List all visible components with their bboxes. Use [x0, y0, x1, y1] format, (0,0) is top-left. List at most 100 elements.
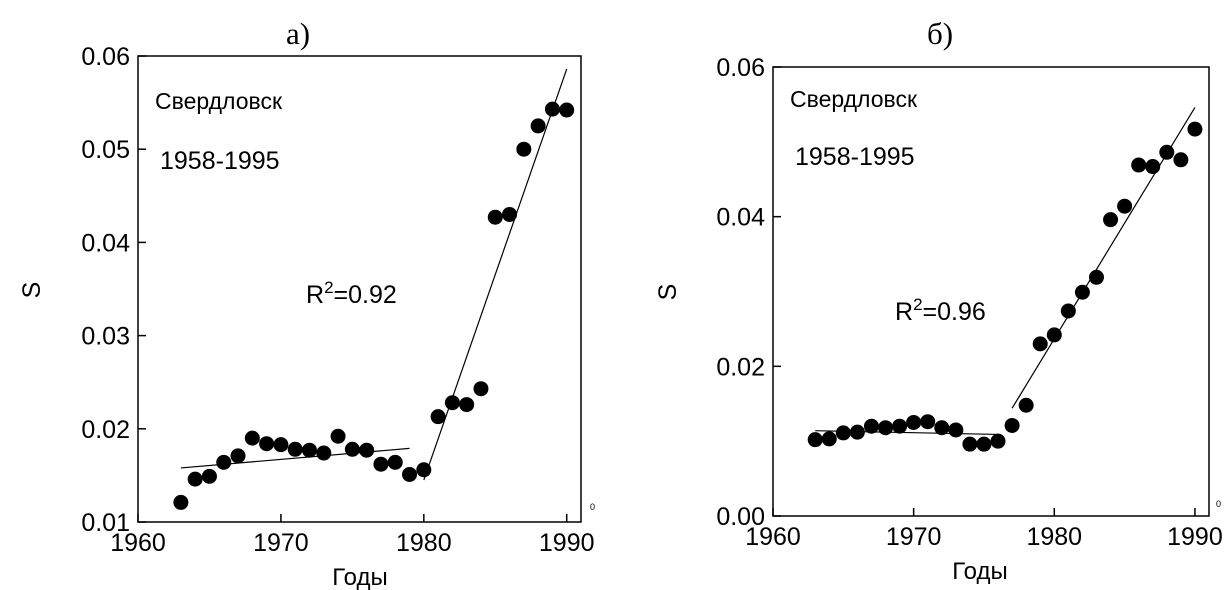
panel-label: а): [286, 16, 310, 51]
data-point: [230, 448, 246, 464]
period-annotation: 1958-1995: [795, 143, 915, 171]
r-squared-value: =0.92: [334, 281, 397, 309]
y-tick-label: 0.04: [81, 229, 130, 257]
x-axis-label: Годы: [952, 558, 1007, 585]
corner-mark: 0: [1216, 499, 1221, 509]
data-point: [948, 422, 964, 438]
panel-label: б): [927, 16, 953, 51]
data-point: [459, 397, 475, 413]
data-point: [1159, 144, 1175, 160]
data-point: [1103, 212, 1119, 228]
chart-panel-a: а) 1960 1970 1980 1990 0.01 0.02 0.03 0.04 0.05 0.…: [18, 16, 595, 590]
data-point: [173, 494, 189, 510]
y-tick-label: 0.04: [716, 204, 765, 232]
data-point: [1074, 284, 1090, 300]
r-squared-superscript: 2: [324, 278, 333, 297]
y-tick-label: 0.02: [716, 353, 765, 381]
data-point: [259, 436, 275, 452]
x-tick-label: 1960: [110, 529, 166, 557]
data-point: [1173, 152, 1189, 168]
data-point: [1004, 417, 1020, 433]
x-tick-label: 1970: [253, 529, 309, 557]
r-squared-annotation: R2=0.96: [895, 295, 986, 326]
x-tick-label: 1990: [1167, 523, 1223, 551]
data-point: [962, 436, 978, 452]
data-point: [1145, 159, 1161, 175]
data-point: [1032, 336, 1048, 352]
data-point: [906, 414, 922, 430]
data-point: [530, 118, 546, 134]
x-tick-label: 1980: [1026, 523, 1082, 551]
data-point: [430, 409, 446, 425]
data-point: [502, 206, 518, 222]
data-point: [934, 420, 950, 436]
data-point: [1187, 121, 1203, 137]
data-point: [387, 454, 403, 470]
chart-panel-b: б) 1960 1970 1980 1990 0.00 0.02 0.04 0.06 Годы S С…: [654, 16, 1223, 585]
x-tick-label: 1960: [745, 523, 801, 551]
y-tick-label: 0.01: [81, 509, 130, 537]
data-point: [301, 442, 317, 458]
data-point: [1117, 198, 1133, 214]
y-axis-label: S: [18, 282, 46, 299]
data-point: [344, 441, 360, 457]
city-annotation: Свердловск: [790, 86, 918, 112]
x-axis-label: Годы: [332, 564, 387, 590]
data-point: [244, 430, 260, 446]
data-point: [201, 468, 217, 484]
x-tick-label: 1980: [396, 529, 452, 557]
data-point: [990, 433, 1006, 449]
data-point: [216, 454, 232, 470]
y-tick-label: 0.00: [716, 503, 765, 531]
data-point: [849, 424, 865, 440]
data-point: [878, 420, 894, 436]
r-squared-annotation: R2=0.92: [306, 278, 397, 309]
y-tick-label: 0.06: [81, 43, 130, 71]
city-annotation: Свердловск: [155, 88, 283, 114]
data-point: [330, 428, 346, 444]
y-tick-label: 0.05: [81, 136, 130, 164]
data-point: [444, 395, 460, 411]
r-squared-value: =0.96: [923, 298, 986, 326]
data-point: [1046, 327, 1062, 343]
plot-frame: [137, 55, 582, 523]
x-tick-label: 1970: [886, 523, 942, 551]
corner-mark: 0: [590, 502, 595, 512]
data-point: [559, 102, 575, 118]
data-point: [1018, 397, 1034, 413]
y-tick-label: 0.06: [716, 54, 765, 82]
data-point: [287, 441, 303, 457]
data-point: [1060, 303, 1076, 319]
data-point: [1131, 157, 1147, 173]
x-tick-label: 1990: [539, 529, 595, 557]
data-point: [835, 425, 851, 441]
data-point: [487, 209, 503, 225]
data-point: [373, 456, 389, 472]
data-point: [516, 141, 532, 157]
data-point: [1088, 269, 1104, 285]
r-squared-superscript: 2: [913, 295, 922, 314]
data-point: [976, 436, 992, 452]
data-point: [807, 432, 823, 448]
data-point: [892, 418, 908, 434]
data-point: [473, 381, 489, 397]
plot-frame: [772, 66, 1210, 517]
data-point: [863, 418, 879, 434]
period-annotation: 1958-1995: [160, 147, 280, 175]
data-point: [920, 414, 936, 430]
data-point: [416, 462, 432, 478]
data-point: [359, 442, 375, 458]
y-tick-label: 0.02: [81, 416, 130, 444]
fit-line: [423, 68, 568, 481]
r-squared-base: R: [895, 298, 913, 326]
r-squared-base: R: [306, 281, 324, 309]
data-point: [316, 445, 332, 461]
data-point: [544, 101, 560, 117]
y-axis-label: S: [654, 284, 682, 301]
data-point: [821, 431, 837, 447]
data-point: [402, 466, 418, 482]
y-tick-label: 0.03: [81, 323, 130, 351]
data-point: [273, 437, 289, 453]
data-point: [187, 471, 203, 487]
